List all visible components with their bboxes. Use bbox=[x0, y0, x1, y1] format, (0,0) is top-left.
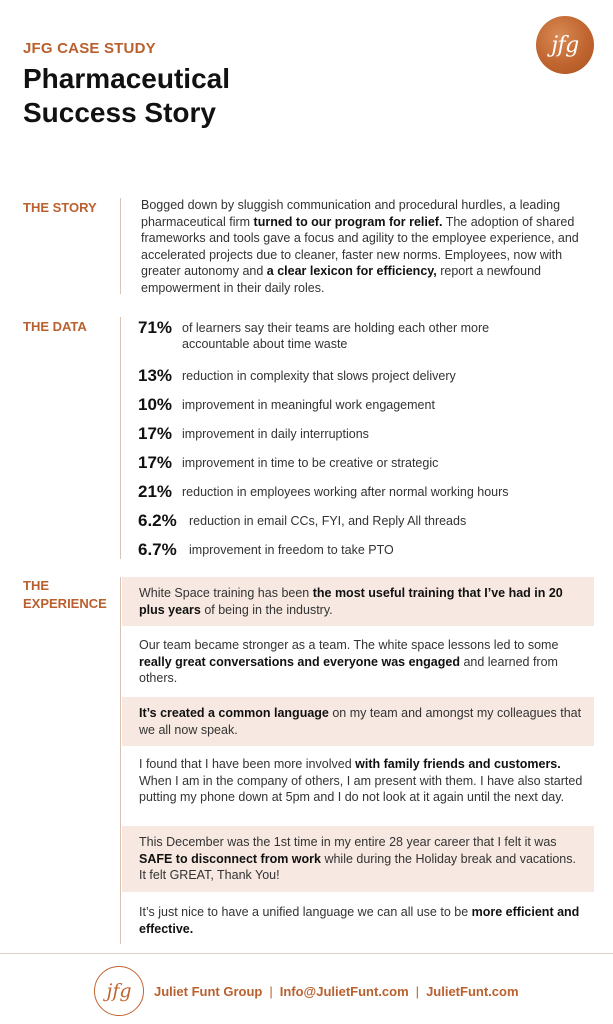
stat-row: 6.7% improvement in freedom to take PTO bbox=[138, 540, 609, 560]
emphasis-text: more efficient and effective. bbox=[139, 905, 580, 936]
testimonial-quote: I found that I have been more involved w… bbox=[122, 748, 594, 814]
stat-value: 6.7% bbox=[138, 540, 177, 559]
stat-description: reduction in email CCs, FYI, and Reply A… bbox=[189, 514, 467, 528]
footer-separator: | bbox=[269, 984, 273, 999]
body-text: while during the Holiday break and vacat… bbox=[139, 851, 576, 883]
stat-value: 17% bbox=[138, 424, 173, 443]
body-text: Our team became stronger as a team. The … bbox=[139, 638, 559, 652]
footer-email-link[interactable]: Info@JulietFunt.com bbox=[279, 984, 409, 999]
body-text: and learned from others. bbox=[139, 654, 558, 686]
emphasis-text: turned to our program for relief. bbox=[253, 214, 443, 229]
stat-row: 71% of learners say their teams are holdi… bbox=[138, 318, 527, 352]
experience-label-line-2: EXPERIENCE bbox=[23, 596, 107, 611]
stat-value: 71% bbox=[138, 318, 173, 337]
title-line-1: Pharmaceutical bbox=[23, 63, 230, 94]
body-text: I found that I have been more involved bbox=[139, 757, 356, 771]
body-text: of being in the industry. bbox=[200, 602, 333, 617]
stat-row: 21% reduction in employees working after … bbox=[138, 482, 602, 502]
story-paragraph: Bogged down by sluggish communication an… bbox=[141, 197, 596, 296]
page-title: Pharmaceutical Success Story bbox=[23, 62, 230, 130]
emphasis-text: It’s created a common language bbox=[139, 706, 329, 720]
stat-description: improvement in time to be creative or st… bbox=[182, 456, 439, 470]
emphasis-text: with family friends and customers. bbox=[355, 757, 561, 771]
title-line-2: Success Story bbox=[23, 97, 216, 128]
footer-separator: | bbox=[415, 984, 420, 999]
stat-description: reduction in employees working after nor… bbox=[182, 485, 509, 499]
stat-value: 10% bbox=[138, 395, 173, 414]
stat-row: 13% reduction in complexity that slows pr… bbox=[138, 366, 602, 386]
experience-label-line-1: THE bbox=[23, 578, 49, 593]
footer-company: Juliet Funt Group bbox=[154, 984, 263, 999]
stat-value: 17% bbox=[138, 453, 173, 472]
data-label: THE DATA bbox=[23, 319, 87, 334]
testimonial-quote: White Space training has been the most u… bbox=[122, 577, 594, 626]
emphasis-text: the most useful training that I’ve had i… bbox=[139, 586, 563, 617]
stat-description: improvement in meaningful work engagemen… bbox=[182, 398, 435, 412]
footer-contact: Juliet Funt Group | Info@JulietFunt.com | Ju… bbox=[154, 984, 519, 999]
stat-row: 6.2% reduction in email CCs, FYI, and Rep… bbox=[138, 511, 609, 531]
body-text: This December was the 1st time in my ent… bbox=[139, 835, 557, 849]
body-text: report a newfound empowerment in their d… bbox=[141, 264, 542, 295]
stat-description: improvement in daily interruptions bbox=[182, 427, 369, 441]
body-text: The adoption of shared frameworks and to… bbox=[141, 214, 579, 279]
stat-value: 21% bbox=[138, 482, 173, 501]
testimonial-quote: This December was the 1st time in my ent… bbox=[122, 826, 594, 892]
stat-row: 17% improvement in time to be creative or… bbox=[138, 453, 602, 473]
emphasis-text: SAFE to disconnect from work bbox=[139, 851, 321, 866]
experience-label: THE EXPERIENCE bbox=[23, 577, 107, 613]
emphasis-text: a clear lexicon for efficiency, bbox=[266, 264, 437, 278]
logo-text: jfg bbox=[551, 32, 579, 58]
body-text: Bogged down by sluggish communication an… bbox=[141, 198, 561, 229]
body-text: White Space training has been bbox=[139, 586, 313, 600]
footer-jfg-logo: jfg bbox=[94, 966, 144, 1016]
testimonial-quote: It’s created a common language on my tea… bbox=[122, 697, 594, 746]
case-study-kicker: JFG CASE STUDY bbox=[23, 40, 156, 57]
testimonial-quote: Our team became stronger as a team. The … bbox=[122, 629, 594, 695]
stat-value: 13% bbox=[138, 366, 173, 385]
experience-divider bbox=[120, 577, 121, 944]
body-text: When I am in the company of others, I am… bbox=[139, 773, 583, 805]
stat-row: 17% improvement in daily interruptions bbox=[138, 424, 602, 444]
story-label: THE STORY bbox=[23, 200, 97, 215]
footer-divider bbox=[0, 953, 613, 954]
stat-description: reduction in complexity that slows proje… bbox=[182, 369, 456, 383]
testimonial-quote: It’s just nice to have a unified languag… bbox=[122, 896, 594, 945]
footer-logo-text: jfg bbox=[106, 980, 132, 1002]
jfg-logo: jfg bbox=[536, 16, 594, 74]
data-divider bbox=[120, 317, 121, 559]
emphasis-text: really great conversations and everyone … bbox=[139, 654, 460, 669]
stat-row: 10% improvement in meaningful work engage… bbox=[138, 395, 602, 415]
stat-description: of learners say their teams are holding … bbox=[182, 321, 490, 351]
stat-description: improvement in freedom to take PTO bbox=[189, 543, 394, 557]
story-divider bbox=[120, 198, 121, 294]
stat-value: 6.2% bbox=[138, 511, 177, 530]
footer-website-link[interactable]: JulietFunt.com bbox=[426, 984, 519, 999]
body-text: on my team and amongst my colleagues tha… bbox=[139, 706, 582, 737]
body-text: It’s just nice to have a unified languag… bbox=[139, 905, 472, 919]
